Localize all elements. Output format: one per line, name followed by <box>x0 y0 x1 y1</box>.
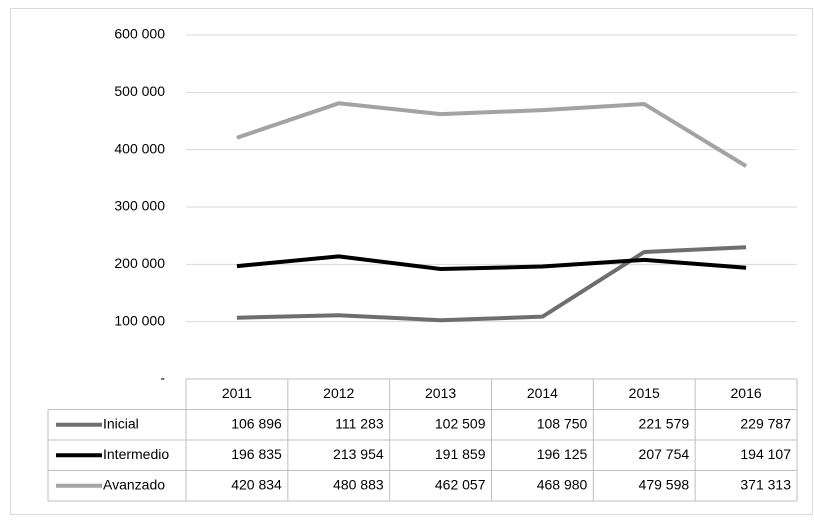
table-value: 102 509 <box>435 415 486 431</box>
table-value: 111 283 <box>335 415 384 431</box>
series-line <box>236 245 747 323</box>
table-value: 207 754 <box>639 446 690 462</box>
table-value: 194 107 <box>740 446 791 462</box>
table-value: 479 598 <box>639 476 690 492</box>
table-value: 420 834 <box>231 476 282 492</box>
table-value: 468 980 <box>537 476 588 492</box>
x-tick-label: 2011 <box>222 385 252 401</box>
y-tick-label: 300 000 <box>114 198 165 214</box>
x-tick-label: 2013 <box>425 385 456 401</box>
table-value: 462 057 <box>435 476 486 492</box>
table-value: 480 883 <box>333 476 384 492</box>
y-tick-label: 600 000 <box>114 26 165 42</box>
y-tick-label: 100 000 <box>114 312 165 328</box>
table-value: 229 787 <box>740 415 791 431</box>
x-tick-label: 2014 <box>527 385 558 401</box>
legend-label: Intermedio <box>103 446 169 462</box>
legend-label: Avanzado <box>103 476 165 492</box>
y-tick-label: 400 000 <box>114 140 165 156</box>
table-value: 213 954 <box>333 446 384 462</box>
table-value: 371 313 <box>740 476 791 492</box>
table-value: 221 579 <box>639 415 690 431</box>
x-tick-label: 2015 <box>629 385 660 401</box>
legend-label: Inicial <box>103 415 139 431</box>
table-value: 196 125 <box>537 446 588 462</box>
y-tick-label: 200 000 <box>114 255 165 271</box>
y-tick-label: - <box>160 370 165 386</box>
series-line <box>236 101 748 168</box>
table-value: 196 835 <box>231 446 282 462</box>
series-line <box>236 254 747 272</box>
table-value: 106 896 <box>231 415 282 431</box>
table-value: 191 859 <box>435 446 486 462</box>
y-tick-label: 500 000 <box>114 83 165 99</box>
x-tick-label: 2012 <box>323 385 354 401</box>
table-value: 108 750 <box>537 415 588 431</box>
x-tick-label: 2016 <box>731 385 762 401</box>
